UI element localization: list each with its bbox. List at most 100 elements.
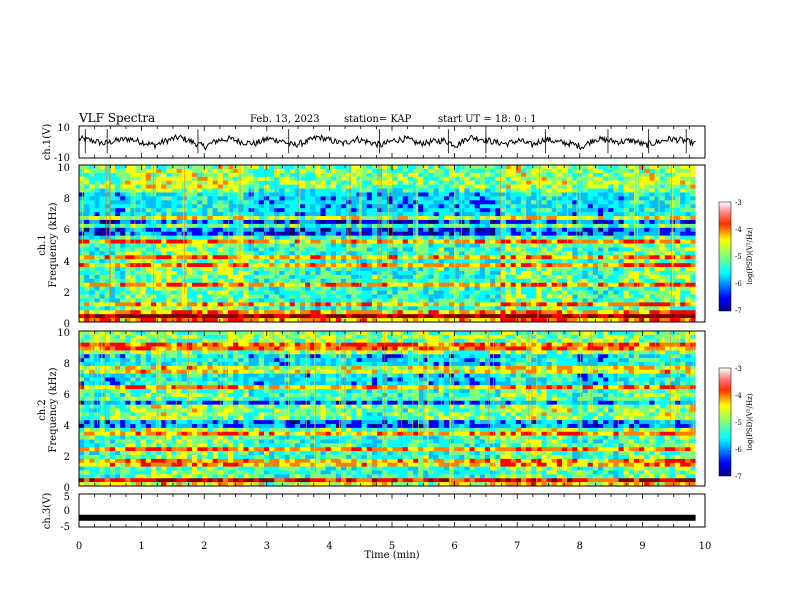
- spectrogram-cell: [238, 286, 244, 291]
- spectrogram-cell: [233, 255, 239, 260]
- spectrogram-cell: [84, 216, 90, 221]
- spectrogram-cell: [222, 286, 229, 291]
- spectrogram-cell: [366, 259, 373, 264]
- spectrogram-cell: [238, 255, 244, 260]
- spectrogram-cell: [500, 212, 506, 217]
- spectrogram-cell: [356, 318, 362, 323]
- spectrogram-cell: [633, 247, 640, 252]
- spectrogram-cell: [526, 310, 532, 315]
- spectrogram-cell: [664, 267, 671, 272]
- spectrogram-cell: [325, 278, 332, 284]
- spectrogram-cell: [299, 314, 306, 319]
- spectrogram-cell: [233, 231, 239, 236]
- spectrogram-cell: [592, 263, 599, 268]
- spectrogram-cell: [592, 176, 599, 181]
- spectrogram-cell: [305, 263, 311, 268]
- spectrogram-cell: [94, 243, 100, 248]
- spectrogram-cell: [628, 239, 635, 244]
- spectrogram-cell: [294, 204, 301, 209]
- spectrogram-cell: [572, 239, 578, 244]
- spectrogram-cell: [366, 306, 373, 311]
- spectrogram-cell: [217, 227, 224, 233]
- spectrogram-cell: [464, 298, 470, 303]
- spectrogram-cell: [84, 412, 90, 417]
- spectrogram-cell: [479, 290, 486, 295]
- spectrogram-cell: [202, 251, 208, 256]
- spectrogram-cell: [89, 278, 95, 284]
- spectrogram-cell: [335, 310, 342, 315]
- spectrogram-cell: [623, 239, 630, 244]
- spectrogram-cell: [654, 294, 660, 299]
- spectrogram-cell: [186, 176, 193, 181]
- spectrogram-cell: [366, 290, 373, 295]
- spectrogram-cell: [562, 188, 568, 193]
- spectrogram-cell: [79, 243, 85, 248]
- spectrogram-cell: [84, 278, 90, 284]
- spectrogram-cell: [125, 227, 131, 233]
- spectrogram-cell: [371, 180, 378, 185]
- spectrogram-cell: [341, 231, 347, 236]
- spectrogram-cell: [680, 310, 686, 315]
- spectrogram-cell: [253, 165, 260, 170]
- spectrogram-cell: [310, 314, 316, 319]
- spectrogram-cell: [258, 196, 265, 201]
- spectrogram-cell: [546, 282, 553, 287]
- spectrogram-cell: [680, 302, 686, 307]
- spectrogram-cell: [248, 278, 255, 284]
- spectrogram-cell: [510, 227, 517, 233]
- spectrogram-cell: [145, 208, 152, 213]
- spectrogram-cell: [680, 192, 686, 197]
- spectrogram-cell: [109, 290, 116, 295]
- spectrogram-cell: [243, 168, 249, 174]
- spectrogram-cell: [500, 270, 506, 276]
- spectrogram-cell: [603, 204, 609, 209]
- spectrogram-cell: [413, 168, 419, 174]
- spectrogram-cell: [459, 310, 465, 315]
- spectrogram-cell: [407, 168, 414, 174]
- spectrogram-cell: [402, 255, 409, 260]
- spectrogram-cell: [685, 267, 691, 272]
- spectrogram-cell: [659, 223, 666, 229]
- spectrogram-cell: [79, 358, 85, 363]
- spectrogram-cell: [263, 306, 270, 311]
- spectrogram-cell: [474, 200, 481, 205]
- spectrogram-cell: [305, 208, 311, 213]
- spectrogram-cell: [392, 282, 398, 287]
- spectrogram-cell: [207, 251, 213, 256]
- spectrogram-cell: [536, 298, 542, 303]
- spectrogram-cell: [572, 310, 578, 315]
- spectrogram-cell: [531, 208, 537, 213]
- spectrogram-cell: [120, 192, 126, 197]
- spectrogram-cell: [305, 227, 311, 233]
- spectrogram-cell: [361, 176, 368, 181]
- spectrogram-cell: [562, 298, 568, 303]
- spectrogram-cell: [217, 282, 224, 287]
- spectrogram-cell: [192, 306, 198, 311]
- spectrogram-cell: [587, 255, 594, 260]
- spectrogram-cell: [79, 412, 85, 417]
- spectrogram-cell: [233, 212, 239, 217]
- spectrogram-cell: [628, 219, 635, 225]
- spectrogram-cell: [274, 204, 280, 209]
- spectrogram-cell: [484, 231, 491, 236]
- spectrogram-cell: [186, 188, 193, 193]
- spectrogram-cell: [690, 310, 696, 315]
- spectrogram-cell: [79, 365, 85, 371]
- spectrogram-cell: [541, 318, 547, 323]
- spectrogram-cell: [669, 302, 676, 307]
- spectrogram-cell: [597, 314, 604, 319]
- spectrogram-cell: [479, 247, 486, 252]
- spectrogram-cell: [243, 318, 249, 323]
- spectrogram-cell: [351, 192, 357, 197]
- spectrogram-cell: [346, 314, 352, 319]
- spectrogram-cell: [335, 180, 342, 185]
- spectrogram-cell: [418, 180, 424, 185]
- spectrogram-cell: [222, 168, 229, 174]
- spectrogram-cell: [510, 306, 517, 311]
- spectrogram-cell: [171, 267, 177, 272]
- spectrogram-cell: [310, 168, 316, 174]
- spectrogram-cell: [140, 306, 147, 311]
- spectrogram-cell: [238, 314, 244, 319]
- spectrogram-cell: [263, 204, 270, 209]
- spectrogram-cell: [228, 286, 234, 291]
